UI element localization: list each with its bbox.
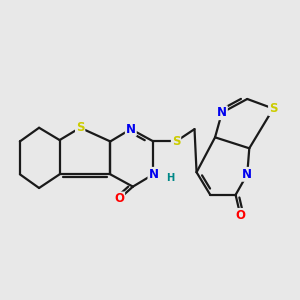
Text: N: N: [148, 168, 158, 181]
Text: S: S: [172, 135, 180, 148]
Text: S: S: [269, 102, 278, 115]
Text: S: S: [76, 121, 84, 134]
Text: H: H: [166, 173, 174, 183]
Text: N: N: [217, 106, 227, 119]
Text: N: N: [242, 168, 252, 181]
Text: O: O: [236, 209, 245, 222]
Text: O: O: [114, 193, 124, 206]
Text: N: N: [126, 123, 136, 136]
